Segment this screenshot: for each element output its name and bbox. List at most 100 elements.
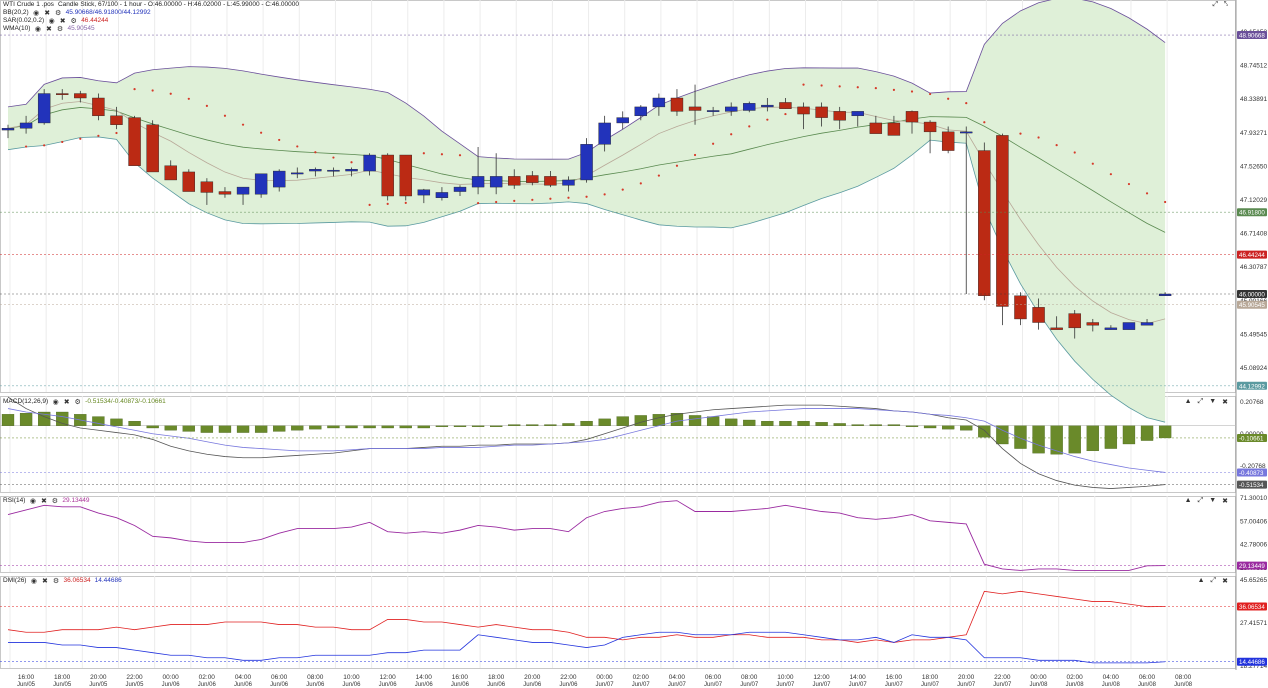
gear-icon[interactable]: ⚙ (51, 497, 59, 505)
candle (453, 186, 467, 192)
sar-header: SAR(0.02,0.2) ◉ ✖ ⚙ 46.44244 (3, 17, 108, 25)
collapse-icon[interactable]: ⤣ (1224, 1, 1228, 8)
dmi-badge-bg (1237, 602, 1267, 611)
expand-icon[interactable]: ⤢ (1212, 1, 1219, 8)
x-tick-time: 10:00 (343, 674, 360, 681)
dmi-pane-controls: ▲ ⤢ ✖ (1198, 577, 1228, 585)
move-up-icon[interactable]: ▲ (1184, 497, 1192, 504)
sar-dot (350, 161, 353, 164)
macd-badge: -0.40873 (1239, 470, 1264, 477)
macd-histogram-bar (19, 412, 33, 426)
macd-histogram-bar (1122, 425, 1136, 445)
eye-icon[interactable]: ◉ (52, 398, 59, 406)
price-badge-bg (1237, 208, 1267, 217)
x-tick-date: Jun/05 (53, 682, 72, 688)
rsi-badge-bg (1237, 561, 1267, 570)
macd-histogram-bar (978, 425, 991, 438)
x-tick-date: Jun/07 (668, 682, 687, 688)
close-icon[interactable]: ✖ (44, 9, 51, 17)
close-icon[interactable]: ✖ (63, 398, 70, 406)
dmi-minus-line (8, 631, 1166, 664)
candle (1, 128, 15, 131)
x-tick-date: Jun/07 (632, 682, 651, 688)
x-tick-date: Jun/06 (415, 682, 434, 688)
gear-icon[interactable]: ⚙ (55, 9, 62, 17)
price-tick-label: 45.49545 (1240, 331, 1267, 338)
eye-icon[interactable]: ◉ (29, 497, 36, 505)
macd-histogram-bar (598, 418, 611, 426)
sar-dot (260, 131, 263, 134)
dmi-label: DMI(26) (3, 577, 27, 584)
macd-badge-bg (1237, 433, 1267, 442)
macd-histogram-bar (887, 424, 901, 426)
expand-icon[interactable]: ⤢ (1197, 398, 1204, 405)
sar-dot (892, 88, 896, 91)
candle (471, 176, 485, 188)
candle (56, 93, 69, 95)
price-badge: 44.12992 (1239, 383, 1265, 390)
macd-histogram-bar (779, 420, 792, 426)
macd-histogram-bar (725, 418, 738, 426)
ohlc-info: Candle Stick, 67/100 - 1 hour - O:46.000… (57, 1, 299, 8)
gear-icon[interactable]: ⚙ (52, 577, 60, 585)
eye-icon[interactable]: ◉ (30, 577, 38, 585)
wma-header: WMA(10) ◉ ✖ ⚙ 45.90545 (3, 25, 95, 33)
macd-histogram-bar (182, 425, 195, 432)
move-up-icon[interactable]: ▲ (1197, 577, 1205, 584)
dmi-tick-label: 27.41571 (1240, 620, 1267, 627)
dmi-plus-value: 36.06534 (63, 577, 91, 584)
sar-dot (657, 174, 660, 177)
sar-dot (1127, 182, 1131, 186)
close-icon[interactable]: ✖ (1222, 578, 1228, 585)
candle (725, 106, 738, 112)
move-down-icon[interactable]: ▼ (1209, 398, 1217, 405)
macd-histogram-bar (110, 418, 123, 426)
close-icon[interactable]: ✖ (59, 17, 66, 25)
close-icon[interactable]: ✖ (1222, 498, 1228, 505)
price-pane (0, 0, 1236, 423)
sar-dot (187, 97, 190, 100)
close-icon[interactable]: ✖ (1222, 399, 1228, 406)
macd-histogram-bar (923, 425, 937, 429)
x-tick-time: 18:00 (488, 674, 505, 681)
close-icon[interactable]: ✖ (46, 25, 52, 33)
candle (652, 97, 666, 108)
close-icon[interactable]: ✖ (42, 577, 48, 585)
move-down-icon[interactable]: ▼ (1209, 497, 1217, 504)
sar-dot (802, 83, 805, 86)
candle (887, 122, 901, 136)
candle (1086, 322, 1100, 326)
x-tick-time: 06:00 (271, 674, 288, 681)
expand-icon[interactable]: ⤢ (1210, 577, 1217, 584)
bb-value: 45.90668/46.91800/44.12992 (65, 9, 151, 16)
macd-histogram-bar (327, 425, 340, 429)
eye-icon[interactable]: ◉ (33, 9, 40, 17)
candle (905, 111, 919, 123)
x-tick-time: 14:00 (850, 674, 867, 681)
dmi-badge: 14.44686 (1239, 659, 1265, 666)
x-tick-time: 02:00 (633, 674, 650, 681)
expand-icon[interactable]: ⤢ (1197, 497, 1204, 504)
eye-icon[interactable]: ◉ (48, 17, 55, 25)
macd-pane-controls: ▲ ⤢ ▼ ✖ (1185, 398, 1228, 406)
x-tick-time: 00:00 (1030, 674, 1047, 681)
x-tick-time: 18:00 (54, 674, 71, 681)
sar-dot (513, 199, 516, 203)
sar-dot (241, 123, 245, 126)
macd-histogram-bar (670, 412, 684, 426)
gear-icon[interactable]: ⚙ (56, 25, 64, 33)
dmi-badge-bg (1237, 657, 1267, 666)
gear-icon[interactable]: ⚙ (74, 398, 81, 406)
close-icon[interactable]: ✖ (40, 497, 47, 505)
macd-histogram-bar (309, 425, 322, 430)
gear-icon[interactable]: ⚙ (70, 17, 77, 25)
move-up-icon[interactable]: ▲ (1184, 398, 1192, 405)
price-tick-label: 48.74512 (1240, 63, 1267, 70)
macd-histogram-bar (1068, 425, 1081, 454)
price-tick-label: 47.52650 (1240, 163, 1267, 170)
macd-histogram-bar (688, 415, 702, 426)
pane-border (0, 576, 1236, 669)
dmi-minus-value: 14.44686 (94, 577, 122, 584)
eye-icon[interactable]: ◉ (34, 25, 41, 33)
